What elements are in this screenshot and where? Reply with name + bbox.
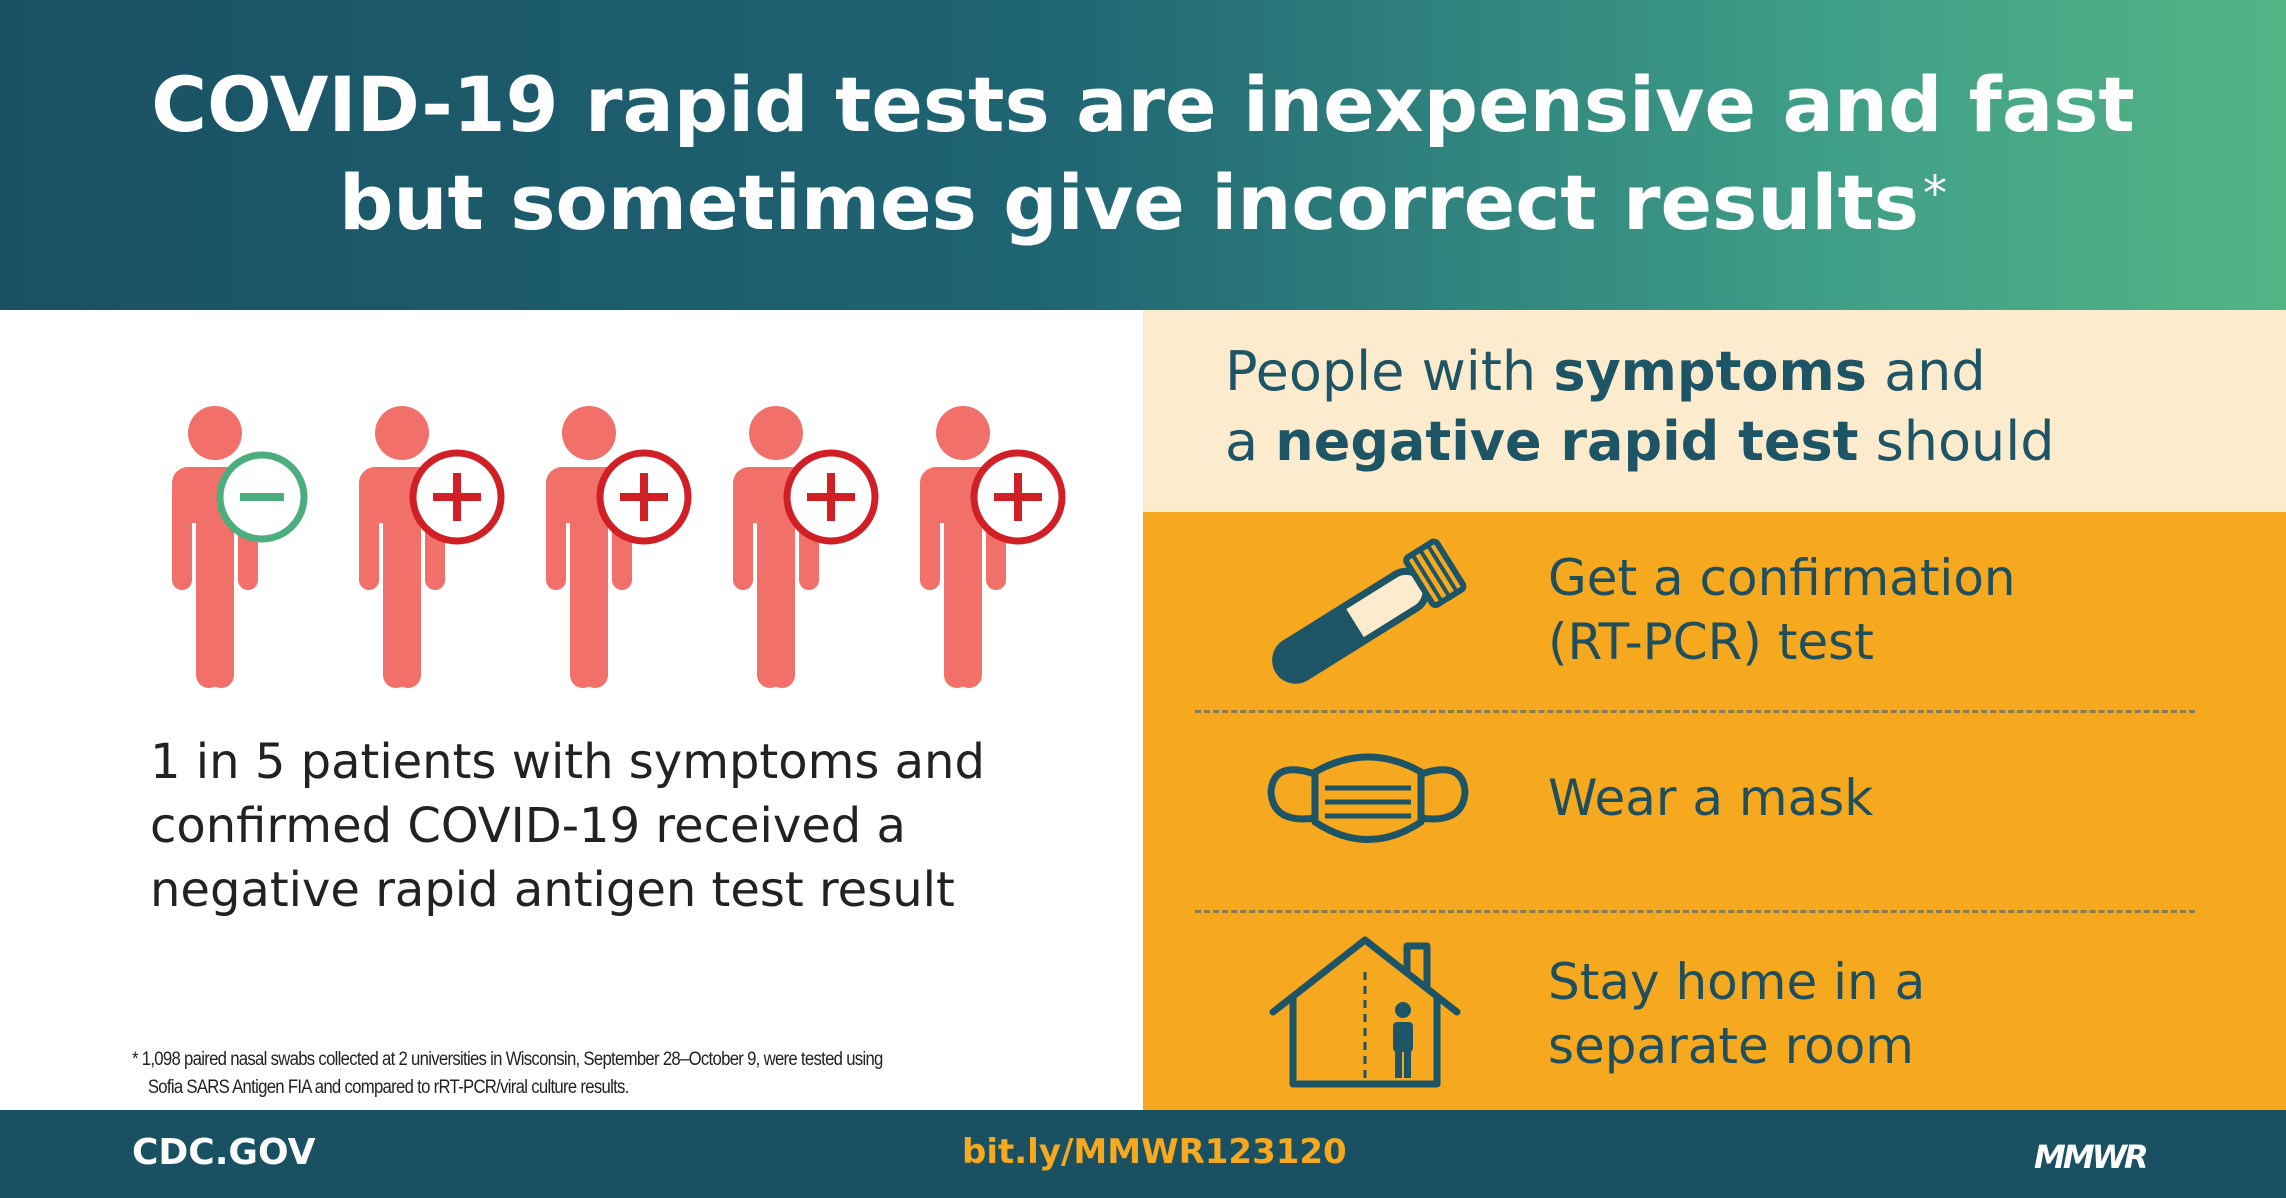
intro-emphasis: symptoms xyxy=(1553,340,1867,403)
plus-icon xyxy=(970,449,1066,545)
statistic-line: confirmed COVID-19 received a xyxy=(150,798,906,854)
house-person-icon xyxy=(1269,936,1461,1088)
dashed-divider xyxy=(1195,910,2195,913)
intro-text: People with xyxy=(1225,340,1554,403)
footnote-asterisk: * xyxy=(1923,166,1948,222)
footnote-line: * 1,098 paired nasal swabs collected at … xyxy=(132,1049,883,1070)
intro-emphasis: negative rapid test xyxy=(1275,410,1859,473)
action-confirmation-test: Get a confirmation (RT-PCR) test xyxy=(1143,512,2286,712)
action-text-line: Get a confirmation xyxy=(1548,549,2016,607)
intro-text: should xyxy=(1858,410,2055,473)
action-text-line: Wear a mask xyxy=(1548,769,1874,827)
minus-icon xyxy=(216,451,308,543)
left-panel: 1 in 5 patients with symptoms and confir… xyxy=(0,310,1143,1110)
footnote-line: Sofia SARS Antigen FIA and compared to r… xyxy=(147,1077,630,1098)
cdc-site-link[interactable]: CDC.GOV xyxy=(132,1132,316,1173)
test-tube-icon xyxy=(1272,538,1467,684)
person-icon xyxy=(546,406,692,688)
plus-icon xyxy=(596,449,692,545)
plus-icon xyxy=(783,449,879,545)
person-icon xyxy=(920,406,1066,688)
intro-text: and xyxy=(1866,340,1986,403)
action-text-line: separate room xyxy=(1548,1017,1914,1075)
mmwr-report-link[interactable]: bit.ly/MMWR123120 xyxy=(962,1132,1347,1172)
action-stay-home: Stay home in a separate room xyxy=(1143,912,2286,1110)
face-mask-icon xyxy=(1267,753,1469,843)
intro-line-2: a negative rapid test should xyxy=(1225,410,2055,473)
person-icon xyxy=(359,406,505,688)
statistic-line: negative rapid antigen test result xyxy=(150,862,955,918)
header-banner: COVID-19 rapid tests are inexpensive and… xyxy=(0,0,2286,310)
person-icon xyxy=(172,406,308,688)
action-text-line: Stay home in a xyxy=(1548,953,1926,1011)
recommendation-intro: People with symptoms and a negative rapi… xyxy=(1143,310,2286,512)
mmwr-logo: MMWR xyxy=(2034,1138,2149,1176)
intro-text: a xyxy=(1225,410,1276,473)
action-text-line: (RT-PCR) test xyxy=(1548,613,1874,671)
action-wear-mask: Wear a mask xyxy=(1143,712,2286,912)
footer-bar: CDC.GOV bit.ly/MMWR123120 MMWR xyxy=(0,1110,2286,1198)
intro-line-1: People with symptoms and xyxy=(1225,340,1986,403)
people-row xyxy=(130,405,1090,725)
statistic-line: 1 in 5 patients with symptoms and xyxy=(150,734,985,790)
title-line-1: COVID-19 rapid tests are inexpensive and… xyxy=(151,60,2135,149)
person-icon xyxy=(733,406,879,688)
plus-icon xyxy=(409,449,505,545)
recommendations-panel: Get a confirmation (RT-PCR) test Wear a … xyxy=(1143,512,2286,1110)
title-line-2: but sometimes give incorrect results* xyxy=(0,158,2286,247)
statistic-text: 1 in 5 patients with symptoms and confir… xyxy=(150,730,1110,922)
title-line-2-text: but sometimes give incorrect results xyxy=(338,158,1920,247)
footnote: * 1,098 paired nasal swabs collected at … xyxy=(132,1046,1012,1102)
dashed-divider xyxy=(1195,710,2195,713)
